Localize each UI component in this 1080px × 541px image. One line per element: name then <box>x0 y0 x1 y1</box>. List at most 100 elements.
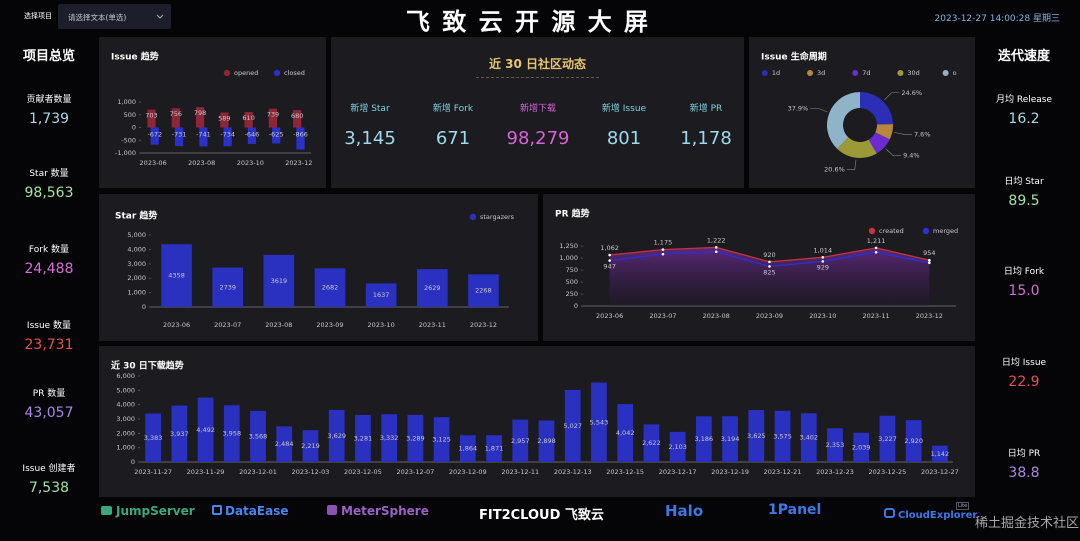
bar <box>244 111 253 128</box>
pie-slice <box>860 92 893 125</box>
value-label: 2,957 <box>511 437 530 445</box>
y-tick-label: 250 <box>566 290 578 298</box>
x-tick-label: 2023-12-19 <box>711 468 749 476</box>
value-label: 2629 <box>424 284 441 292</box>
bar <box>512 419 529 462</box>
bar <box>932 445 948 462</box>
legend-swatch <box>942 70 949 76</box>
x-tick-label: 2023-12-15 <box>606 468 644 476</box>
overview-stat: Issue 数量 23,731 <box>1 318 97 353</box>
point <box>874 246 878 250</box>
x-tick-label: 2023-12-17 <box>659 468 697 476</box>
y-tick-label: 3,000 <box>127 260 146 268</box>
value-label: 1,014 <box>813 246 832 254</box>
logo-fit2cloud: FIT2CLOUD 飞致云 <box>479 508 604 523</box>
x-tick-label: 2023-12-03 <box>292 468 330 476</box>
stat-value: 1,178 <box>680 128 732 149</box>
page-title: 飞 致 云 开 源 大 屏 <box>405 8 651 36</box>
y-tick-label: 1,000 <box>117 98 136 106</box>
legend-label: 3d <box>817 69 825 77</box>
community-panel: 近 30 日社区动态 新增 Star 3,145 新增 Fork 671 新增下载 98,… <box>331 37 744 188</box>
x-tick-label: 2023-06 <box>596 312 623 320</box>
y-tick-label: 500 <box>124 111 136 119</box>
stat-value: 15.0 <box>1008 283 1040 299</box>
stat-label: Issue 数量 <box>26 321 72 331</box>
bar <box>564 389 581 462</box>
value-label: 825 <box>763 268 775 276</box>
area <box>609 247 930 306</box>
stat-label: 新增下载 <box>519 104 556 114</box>
value-label: 680 <box>291 112 303 120</box>
stat-value: 43,057 <box>24 405 74 421</box>
star-panel: Star 趋势 5,000 4,000 3,000 2,000 1,000 0 2023-06… <box>99 194 538 341</box>
y-tick-label: 500 <box>566 278 578 286</box>
x-tick-label: 2023-12-21 <box>764 468 802 476</box>
point <box>608 253 611 257</box>
point <box>821 256 825 259</box>
project-select[interactable]: 请选择文本(单选) <box>58 4 171 29</box>
logo-halo: Halo <box>665 502 704 520</box>
pie-slice <box>837 137 877 159</box>
stat-label: 新增 Fork <box>432 104 474 114</box>
x-tick-label: 2023-06 <box>163 321 190 329</box>
bar <box>314 268 346 307</box>
value-label: 3,383 <box>144 434 163 442</box>
logo-dataease: DataEase <box>212 504 288 518</box>
x-tick-label: 2023-11 <box>862 312 889 320</box>
community-stat: 新增 Issue 801 <box>582 101 666 149</box>
value-label: 1,222 <box>707 236 726 244</box>
bar <box>355 414 371 462</box>
bar <box>695 416 712 462</box>
stat-label: 日均 PR <box>1007 449 1041 459</box>
value-label: 3,194 <box>721 435 740 443</box>
bar <box>147 109 156 128</box>
value-label: 3,227 <box>878 435 897 443</box>
legend-label: merged <box>933 227 958 235</box>
x-tick-label: 2023-11 <box>419 321 446 329</box>
bar <box>879 415 896 462</box>
value-label: 1,871 <box>485 445 504 453</box>
pie-slice <box>868 132 890 154</box>
bar <box>145 413 161 462</box>
stat-label: Issue 创建者 <box>22 464 76 474</box>
value-label: -734 <box>220 131 235 139</box>
legend-swatch <box>273 69 281 77</box>
bar <box>263 254 295 307</box>
community-stat: 新增下载 98,279 <box>496 101 580 149</box>
y-tick-label: 4,000 <box>116 401 135 409</box>
bar <box>199 127 208 147</box>
value-label: 3,125 <box>432 436 451 444</box>
value-label: 4,492 <box>196 426 215 434</box>
bar <box>407 414 424 462</box>
value-label: 2,920 <box>904 437 923 445</box>
value-label: 920 <box>763 251 775 259</box>
bar <box>293 110 302 128</box>
bar <box>853 432 870 462</box>
bar <box>800 413 817 462</box>
legend-label: 1d <box>772 69 780 77</box>
datetime: 2023-12-27 14:00:28 星期三 <box>934 14 1060 24</box>
bar <box>416 269 448 307</box>
logo-jumpserver: JumpServer <box>101 504 195 518</box>
value-label: 2739 <box>219 283 236 291</box>
legend-label: opened <box>234 69 258 77</box>
point <box>661 252 665 256</box>
velocity-title: 迭代速度 <box>997 49 1050 64</box>
stat-value: 3,145 <box>344 128 396 149</box>
community-stat: 新增 PR 1,178 <box>664 101 748 149</box>
y-tick-label: 0 <box>142 303 146 311</box>
value-label: 3,629 <box>327 432 346 440</box>
value-label: 3,289 <box>406 434 425 442</box>
legend-label: 30d <box>907 69 919 77</box>
stat-label: Star 数量 <box>29 169 69 179</box>
chevron <box>156 14 164 19</box>
point <box>928 258 931 262</box>
velocity-stat: 日均 PR 38.8 <box>976 446 1072 481</box>
bar <box>827 428 843 462</box>
legend-swatch <box>852 70 859 76</box>
velocity-stat: 日均 Fork 15.0 <box>976 264 1072 299</box>
x-tick-label: 2023-12-01 <box>239 468 277 476</box>
leader-line <box>846 159 857 170</box>
bar <box>302 430 319 462</box>
